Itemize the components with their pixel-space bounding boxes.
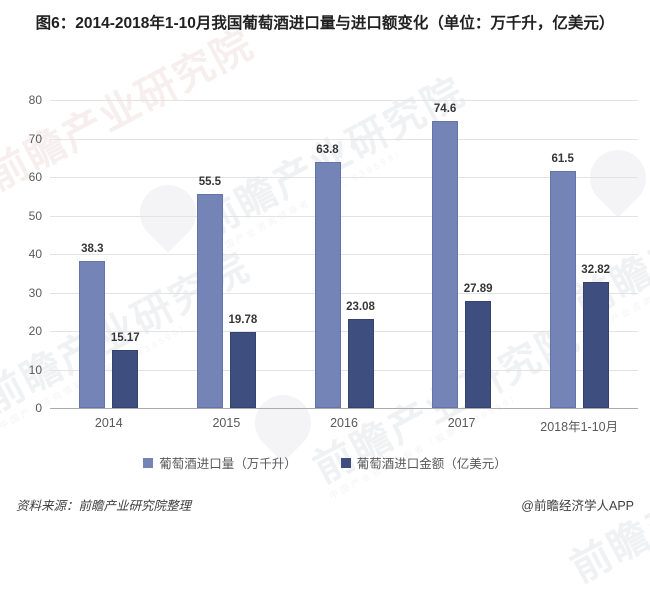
y-axis-tick-label: 80 [28, 93, 42, 107]
bar-value-label: 32.82 [581, 263, 611, 276]
bar-import-value [112, 349, 139, 408]
bar-import-volume [432, 120, 459, 408]
bar-import-value [465, 300, 492, 408]
x-axis: 2014 2015 2016 2017 2018年1-10月 [50, 416, 638, 434]
gridline [50, 292, 638, 294]
x-axis-category-label: 2014 [94, 416, 123, 430]
y-axis-tick-label: 50 [28, 208, 42, 223]
bar-value-label: 61.5 [551, 153, 574, 166]
bar-value-label: 63.8 [316, 144, 339, 157]
gridline [50, 100, 638, 101]
y-axis-tick-label: 60 [28, 170, 42, 184]
x-axis-category-label: 2018年1-10月 [540, 420, 619, 434]
chart-figure: 前瞻产业研究院 前瞻产业研究院 中国产业咨询领导者（股票：839599） 前瞻产… [0, 15, 650, 591]
bar-import-value [582, 281, 609, 408]
x-axis-category-label: 2016 [330, 416, 358, 430]
bar-import-volume [79, 260, 106, 408]
gridline [50, 215, 638, 217]
gridline [50, 177, 638, 178]
bar-import-value [347, 319, 374, 408]
y-axis-tick-label: 30 [28, 285, 42, 300]
bar-value-label: 38.3 [81, 242, 104, 255]
legend-label: 葡萄酒进口量（万千升） [159, 457, 297, 471]
bar-value-label: 55.5 [198, 176, 222, 189]
bar-import-value [229, 331, 256, 408]
bar-value-label: 15.17 [110, 331, 140, 344]
source-note: 资料来源：前瞻产业研究院整理 [16, 499, 192, 513]
bar-import-volume [549, 171, 576, 408]
gridline [50, 331, 638, 332]
bar-value-label: 74.6 [433, 102, 457, 115]
gridline [50, 369, 638, 371]
legend-item: 葡萄酒进口量（万千升） [143, 453, 297, 472]
gridline [50, 138, 638, 140]
chart-title: 图6：2014-2018年1-10月我国葡萄酒进口量与进口额变化（单位：万千升，… [35, 15, 615, 32]
legend-swatch [340, 457, 351, 468]
bar-value-label: 23.08 [346, 301, 375, 314]
app-credit: @前瞻经济学人APP [521, 499, 634, 513]
bar-import-volume [196, 194, 223, 408]
x-axis-category-label: 2015 [212, 416, 241, 430]
plot-area: 0 10 20 30 40 50 60 70 80 38.3 15.17 55.5 19.78 63.8 2… [29, 93, 638, 415]
legend: 葡萄酒进口量（万千升） 葡萄酒进口金额（亿美元） [0, 453, 650, 472]
bar-import-volume [314, 162, 341, 408]
legend-swatch [143, 457, 154, 468]
x-axis-category-label: 2017 [447, 416, 476, 430]
legend-label: 葡萄酒进口金额（亿美元） [356, 457, 507, 471]
gridline [50, 254, 638, 255]
y-axis-tick-label: 10 [28, 362, 42, 377]
legend-item: 葡萄酒进口金额（亿美元） [340, 453, 507, 472]
y-axis-tick-label: 70 [28, 131, 42, 146]
y-axis-tick-label: 40 [28, 247, 42, 261]
y-axis-tick-label: 20 [28, 324, 42, 338]
y-axis-tick-label: 0 [35, 401, 42, 415]
x-axis-line [50, 408, 638, 409]
bar-value-label: 19.78 [228, 313, 258, 326]
bar-value-label: 27.89 [463, 282, 493, 295]
